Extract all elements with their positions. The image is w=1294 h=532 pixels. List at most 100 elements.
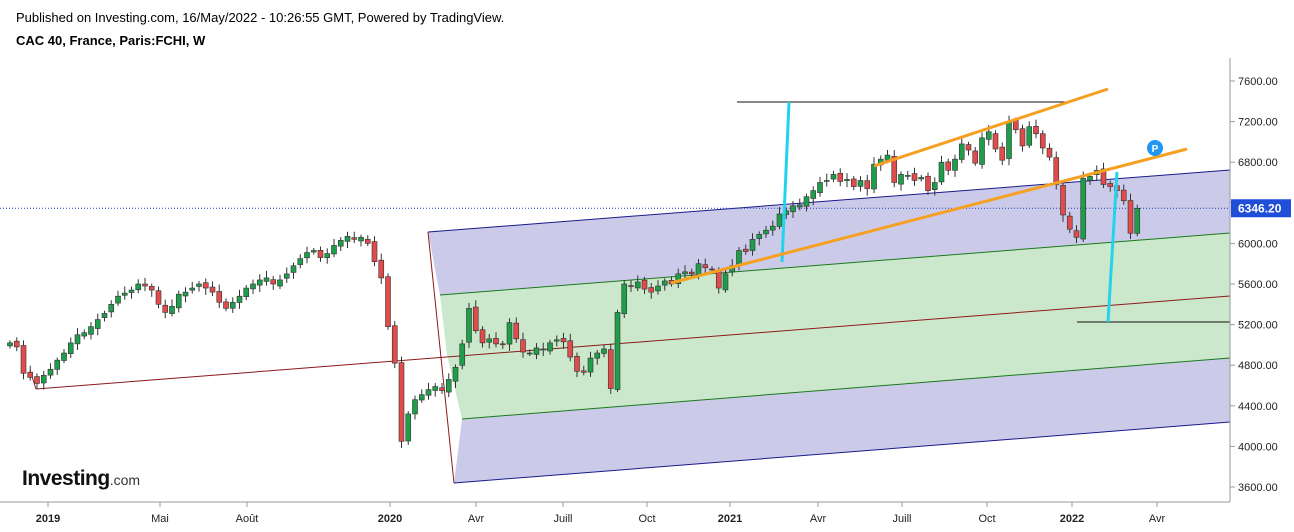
candle (418, 389, 425, 403)
candle-body (1107, 183, 1114, 187)
candle-body (13, 340, 20, 348)
candle (324, 248, 331, 264)
candle (979, 132, 985, 169)
candle-body (27, 371, 34, 378)
candle-body (371, 241, 378, 262)
candle (965, 141, 972, 156)
candle-body (229, 301, 236, 309)
candle-body (526, 352, 533, 355)
candle-body (1053, 157, 1060, 185)
candle-body (661, 280, 668, 286)
last-price-label: 6346.20 (1238, 201, 1282, 215)
candle (432, 383, 439, 397)
candle-body (634, 281, 641, 289)
candle (229, 297, 236, 313)
candle-body (1080, 178, 1087, 240)
candle-body (472, 306, 479, 331)
price-tick-label: 5600.00 (1238, 279, 1278, 291)
candle-body (864, 180, 871, 189)
candle-body (1073, 230, 1080, 238)
candle-body (830, 174, 837, 180)
candle (742, 244, 749, 255)
pivot-marker-label: P (1152, 144, 1159, 155)
candle (911, 167, 918, 186)
candle (364, 235, 371, 247)
candle (351, 231, 358, 244)
candle (682, 265, 688, 280)
time-tick-label: Oct (638, 513, 655, 525)
candle-body (317, 250, 324, 258)
candle (263, 270, 270, 286)
candle-body (479, 329, 486, 344)
candle-body (911, 173, 918, 181)
candle-body (560, 338, 567, 343)
candle-body (466, 308, 472, 343)
candle-body (283, 273, 290, 279)
candle (277, 274, 283, 290)
candle-body (709, 268, 715, 271)
candle-body (405, 413, 412, 442)
candle-body (121, 292, 128, 296)
candle (472, 300, 479, 334)
candle (1066, 211, 1073, 234)
candle-body (297, 258, 304, 265)
candle-body (337, 240, 344, 247)
candle (34, 373, 40, 389)
candle-body (223, 301, 229, 309)
candle-body (20, 345, 27, 374)
candle-body (1120, 189, 1127, 202)
candle (175, 290, 182, 313)
candle (607, 343, 614, 394)
candle (1127, 193, 1134, 240)
candle (628, 280, 634, 293)
time-tick-label: 2022 (1060, 513, 1084, 525)
time-tick-label: Juill (893, 513, 912, 525)
candle (135, 279, 142, 294)
candle (1073, 225, 1080, 243)
candle (445, 373, 452, 398)
candle (121, 286, 128, 300)
candle (898, 171, 904, 191)
candle (459, 339, 466, 370)
candle-body (641, 279, 648, 290)
candle-body (493, 338, 499, 345)
candle (904, 170, 911, 180)
candle (27, 365, 34, 381)
candle (540, 342, 547, 357)
candle (74, 328, 81, 350)
candle-body (277, 279, 283, 287)
candle-body (67, 342, 74, 355)
candle-body (958, 143, 965, 160)
candle-body (128, 289, 135, 293)
candle-body (776, 213, 783, 227)
candle (614, 309, 621, 393)
candle-body (614, 312, 621, 390)
candle (938, 155, 945, 186)
candle-body (749, 239, 756, 251)
candle (817, 176, 823, 197)
candle (918, 174, 925, 182)
candle (425, 382, 432, 400)
candle-body (580, 370, 587, 373)
candle (688, 268, 695, 278)
candle (803, 193, 810, 212)
candle (479, 326, 486, 348)
candle-body (587, 357, 594, 373)
candle-body (607, 349, 614, 389)
candle-body (769, 225, 776, 231)
candle (526, 349, 533, 357)
candle (634, 275, 641, 292)
candle (54, 357, 61, 375)
candle (378, 253, 385, 284)
candle-body (736, 250, 742, 265)
time-tick-label: 2020 (378, 513, 402, 525)
candle-body (945, 161, 952, 171)
candle (128, 286, 135, 299)
candle (182, 287, 189, 303)
candle (196, 281, 202, 292)
candle (931, 177, 938, 196)
candle-body (810, 190, 817, 199)
candle (567, 333, 574, 362)
candle (499, 340, 506, 350)
